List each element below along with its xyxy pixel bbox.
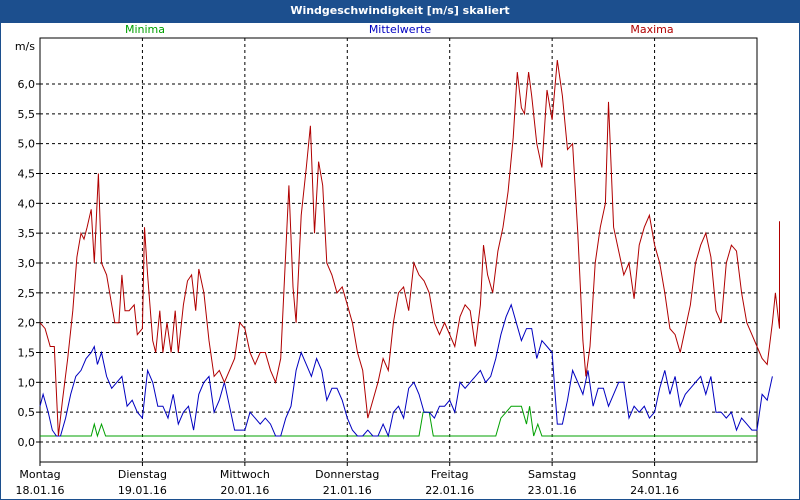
y-tick-label: 4,5 <box>18 168 36 181</box>
x-tick-date: 21.01.16 <box>323 484 372 497</box>
y-tick-label: 3,0 <box>18 257 36 270</box>
x-tick-date: 22.01.16 <box>425 484 474 497</box>
plot-area <box>39 37 758 463</box>
legend-maxima: Maxima <box>630 23 673 36</box>
x-tick-date: 18.01.16 <box>16 484 65 497</box>
x-tick-day: Sonntag <box>632 468 678 481</box>
x-tick-date: 19.01.16 <box>118 484 167 497</box>
legend-minima: Minima <box>125 23 165 36</box>
x-tick-day: Dienstag <box>118 468 167 481</box>
y-axis-label: m/s <box>15 40 35 53</box>
x-tick-date: 24.01.16 <box>630 484 679 497</box>
series-line-mittelwerte <box>39 303 773 438</box>
y-tick-label: 4,0 <box>18 197 36 210</box>
chart-title: Windgeschwindigkeit [m/s] skaliert <box>0 0 800 22</box>
x-tick-day: Freitag <box>431 468 469 481</box>
legend-mittelwerte: Mittelwerte <box>369 23 432 36</box>
y-tick-label: 2,0 <box>18 317 36 330</box>
y-tick-label: 3,5 <box>18 227 36 240</box>
y-tick-label: 0,0 <box>18 436 36 449</box>
x-tick-day: Samstag <box>528 468 576 481</box>
y-tick-label: 5,0 <box>18 138 36 151</box>
y-tick-label: 0,5 <box>18 406 36 419</box>
x-tick-day: Donnerstag <box>315 468 379 481</box>
y-tick-label: 5,5 <box>18 108 36 121</box>
y-tick-label: 6,0 <box>18 78 36 91</box>
x-tick-date: 20.01.16 <box>220 484 269 497</box>
series-line-maxima <box>39 60 780 437</box>
y-tick-label: 1,5 <box>18 347 36 360</box>
x-tick-date: 23.01.16 <box>528 484 577 497</box>
series-line-minima <box>40 405 757 438</box>
y-tick-label: 2,5 <box>18 287 36 300</box>
x-tick-day: Montag <box>19 468 60 481</box>
y-tick-label: 1,0 <box>18 376 36 389</box>
x-tick-day: Mittwoch <box>220 468 270 481</box>
